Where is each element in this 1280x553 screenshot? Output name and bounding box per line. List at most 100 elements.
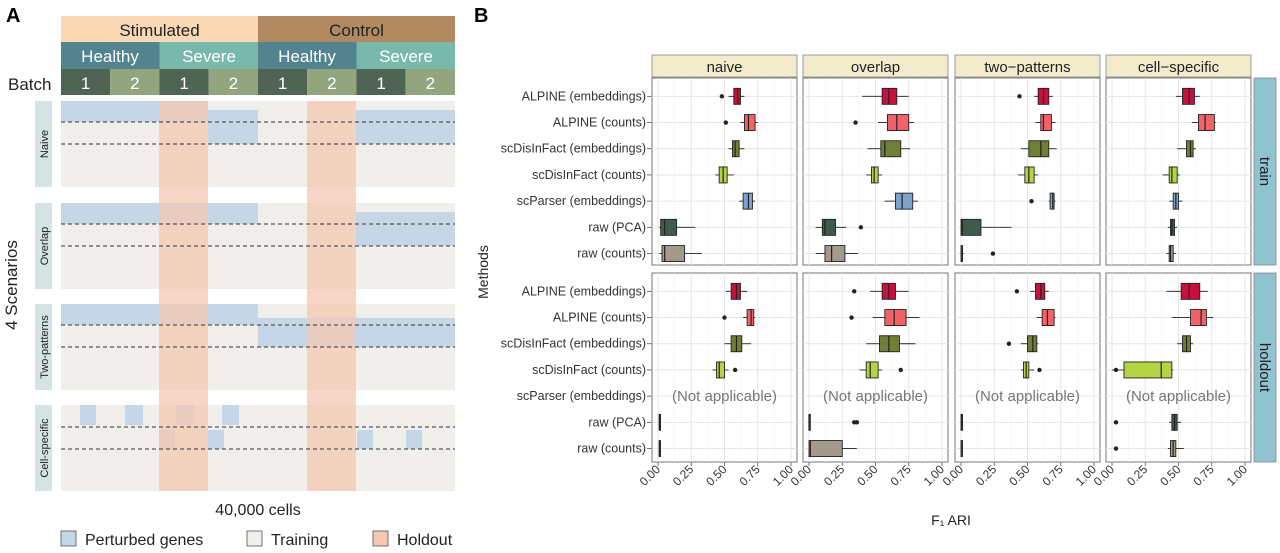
- perturbed-block: [80, 405, 96, 425]
- outlier-point: [1017, 94, 1022, 99]
- box: [1197, 114, 1215, 131]
- outlier-point: [849, 315, 854, 320]
- perturbed-block: [258, 318, 455, 347]
- batch-number: 2: [130, 74, 139, 93]
- facet-label: naive: [707, 59, 743, 76]
- method-tick-label: ALPINE (embeddings): [522, 284, 646, 298]
- scenarios-label: 4 Scenarios: [2, 240, 21, 330]
- holdout-band: [307, 405, 356, 491]
- perturbed-block: [357, 430, 373, 449]
- box: [821, 218, 837, 236]
- legend-perturbed-swatch: [60, 530, 77, 547]
- scenario-label-box: [35, 405, 52, 491]
- outlier-point: [732, 367, 738, 373]
- x-axis-title: F₁ ARI: [931, 512, 971, 528]
- legend-training-label: Training: [271, 532, 328, 549]
- box: [1040, 114, 1052, 131]
- box: [879, 335, 900, 353]
- outlier-point: [1006, 341, 1012, 346]
- batch-cell-4: [258, 69, 308, 95]
- severe-label-1: Severe: [182, 47, 236, 66]
- control-header: [258, 16, 455, 42]
- scenario-rows: Naive Overlap Two-patterns Cell-specific: [35, 101, 455, 491]
- batch-cell-0: [61, 69, 111, 95]
- box: [1170, 218, 1175, 236]
- box: [660, 218, 678, 236]
- outlier-point: [898, 367, 903, 373]
- outlier-point: [1014, 289, 1020, 294]
- holdout-gap: [307, 390, 356, 405]
- box: [733, 87, 741, 105]
- x-tick-label: 0.75: [1190, 462, 1217, 489]
- x-tick-label: 0.50: [1157, 462, 1184, 489]
- not-applicable-label: (Not applicable): [975, 388, 1080, 405]
- box: [1168, 245, 1174, 262]
- box: [1024, 166, 1035, 184]
- method-tick-label: raw (counts): [577, 247, 646, 261]
- box: [1028, 140, 1050, 158]
- box: [730, 282, 741, 300]
- healthy-header-1: [61, 42, 160, 69]
- facet-train-2: [954, 77, 1101, 266]
- box: [895, 192, 914, 210]
- method-tick-label: scDisInFact (counts): [532, 168, 646, 182]
- box: [881, 87, 898, 105]
- outlier-point: [1037, 367, 1042, 373]
- outlier-point: [854, 420, 860, 425]
- box: [1182, 87, 1195, 105]
- box: [732, 140, 740, 158]
- perturbed-block: [356, 212, 455, 246]
- method-tick-label: scDisInFact (embeddings): [501, 337, 646, 351]
- legend-holdout-swatch: [372, 530, 389, 547]
- severe-header-2: [356, 42, 455, 69]
- holdout-band: [159, 405, 208, 491]
- facet-holdout-1: (Not applicable): [802, 272, 949, 463]
- perturbed-block: [222, 405, 239, 425]
- method-tick-label: raw (PCA): [588, 415, 646, 429]
- facet-strip: [651, 54, 798, 78]
- training-area: [61, 405, 455, 491]
- box: [884, 309, 907, 326]
- row-strip: [1253, 272, 1277, 463]
- x-tick-label: 1.00: [1224, 462, 1251, 489]
- x-tick-label: 0.75: [736, 462, 763, 489]
- facet-label: overlap: [851, 59, 900, 76]
- severe-header-1: [159, 42, 258, 69]
- box: [716, 361, 725, 379]
- batch-number: 2: [229, 74, 238, 93]
- scenario-3: Cell-specific: [35, 405, 455, 491]
- severe-label-2: Severe: [379, 47, 433, 66]
- holdout-gap: [307, 187, 356, 203]
- outlier-point: [1113, 367, 1119, 373]
- x-tick-label: 0.50: [703, 462, 730, 489]
- box: [744, 114, 756, 131]
- batch-number: 1: [81, 74, 90, 93]
- scenario-label: Overlap: [39, 227, 51, 266]
- outlier-point: [719, 94, 725, 99]
- outlier-point: [1113, 420, 1119, 425]
- outlier-point: [722, 315, 727, 320]
- method-tick-label: scDisInFact (counts): [532, 363, 646, 377]
- scenario-label-box: [35, 203, 52, 289]
- stimulated-label: Stimulated: [119, 21, 199, 40]
- box: [887, 114, 910, 131]
- row-strip-label: train: [1256, 157, 1273, 186]
- holdout-gap: [307, 289, 356, 304]
- scenario-label: Cell-specific: [39, 418, 51, 478]
- batch-cell-7: [405, 69, 455, 95]
- perturbed-block: [125, 405, 143, 425]
- batch-number: 1: [278, 74, 287, 93]
- scenario-label-box: [35, 101, 52, 187]
- outlier-point: [1029, 198, 1034, 204]
- not-applicable-label: (Not applicable): [1126, 388, 1231, 405]
- batch-number: 2: [327, 74, 336, 93]
- batch-number: 2: [426, 74, 435, 93]
- batch-cell-3: [208, 69, 258, 95]
- scenario-1: Overlap: [35, 203, 455, 289]
- x-tick-label: 0.25: [973, 462, 1000, 489]
- batch-cell-5: [307, 69, 357, 95]
- box: [871, 166, 879, 184]
- facet-holdout-2: (Not applicable): [954, 272, 1101, 463]
- facet-holdout-3: (Not applicable): [1105, 272, 1252, 463]
